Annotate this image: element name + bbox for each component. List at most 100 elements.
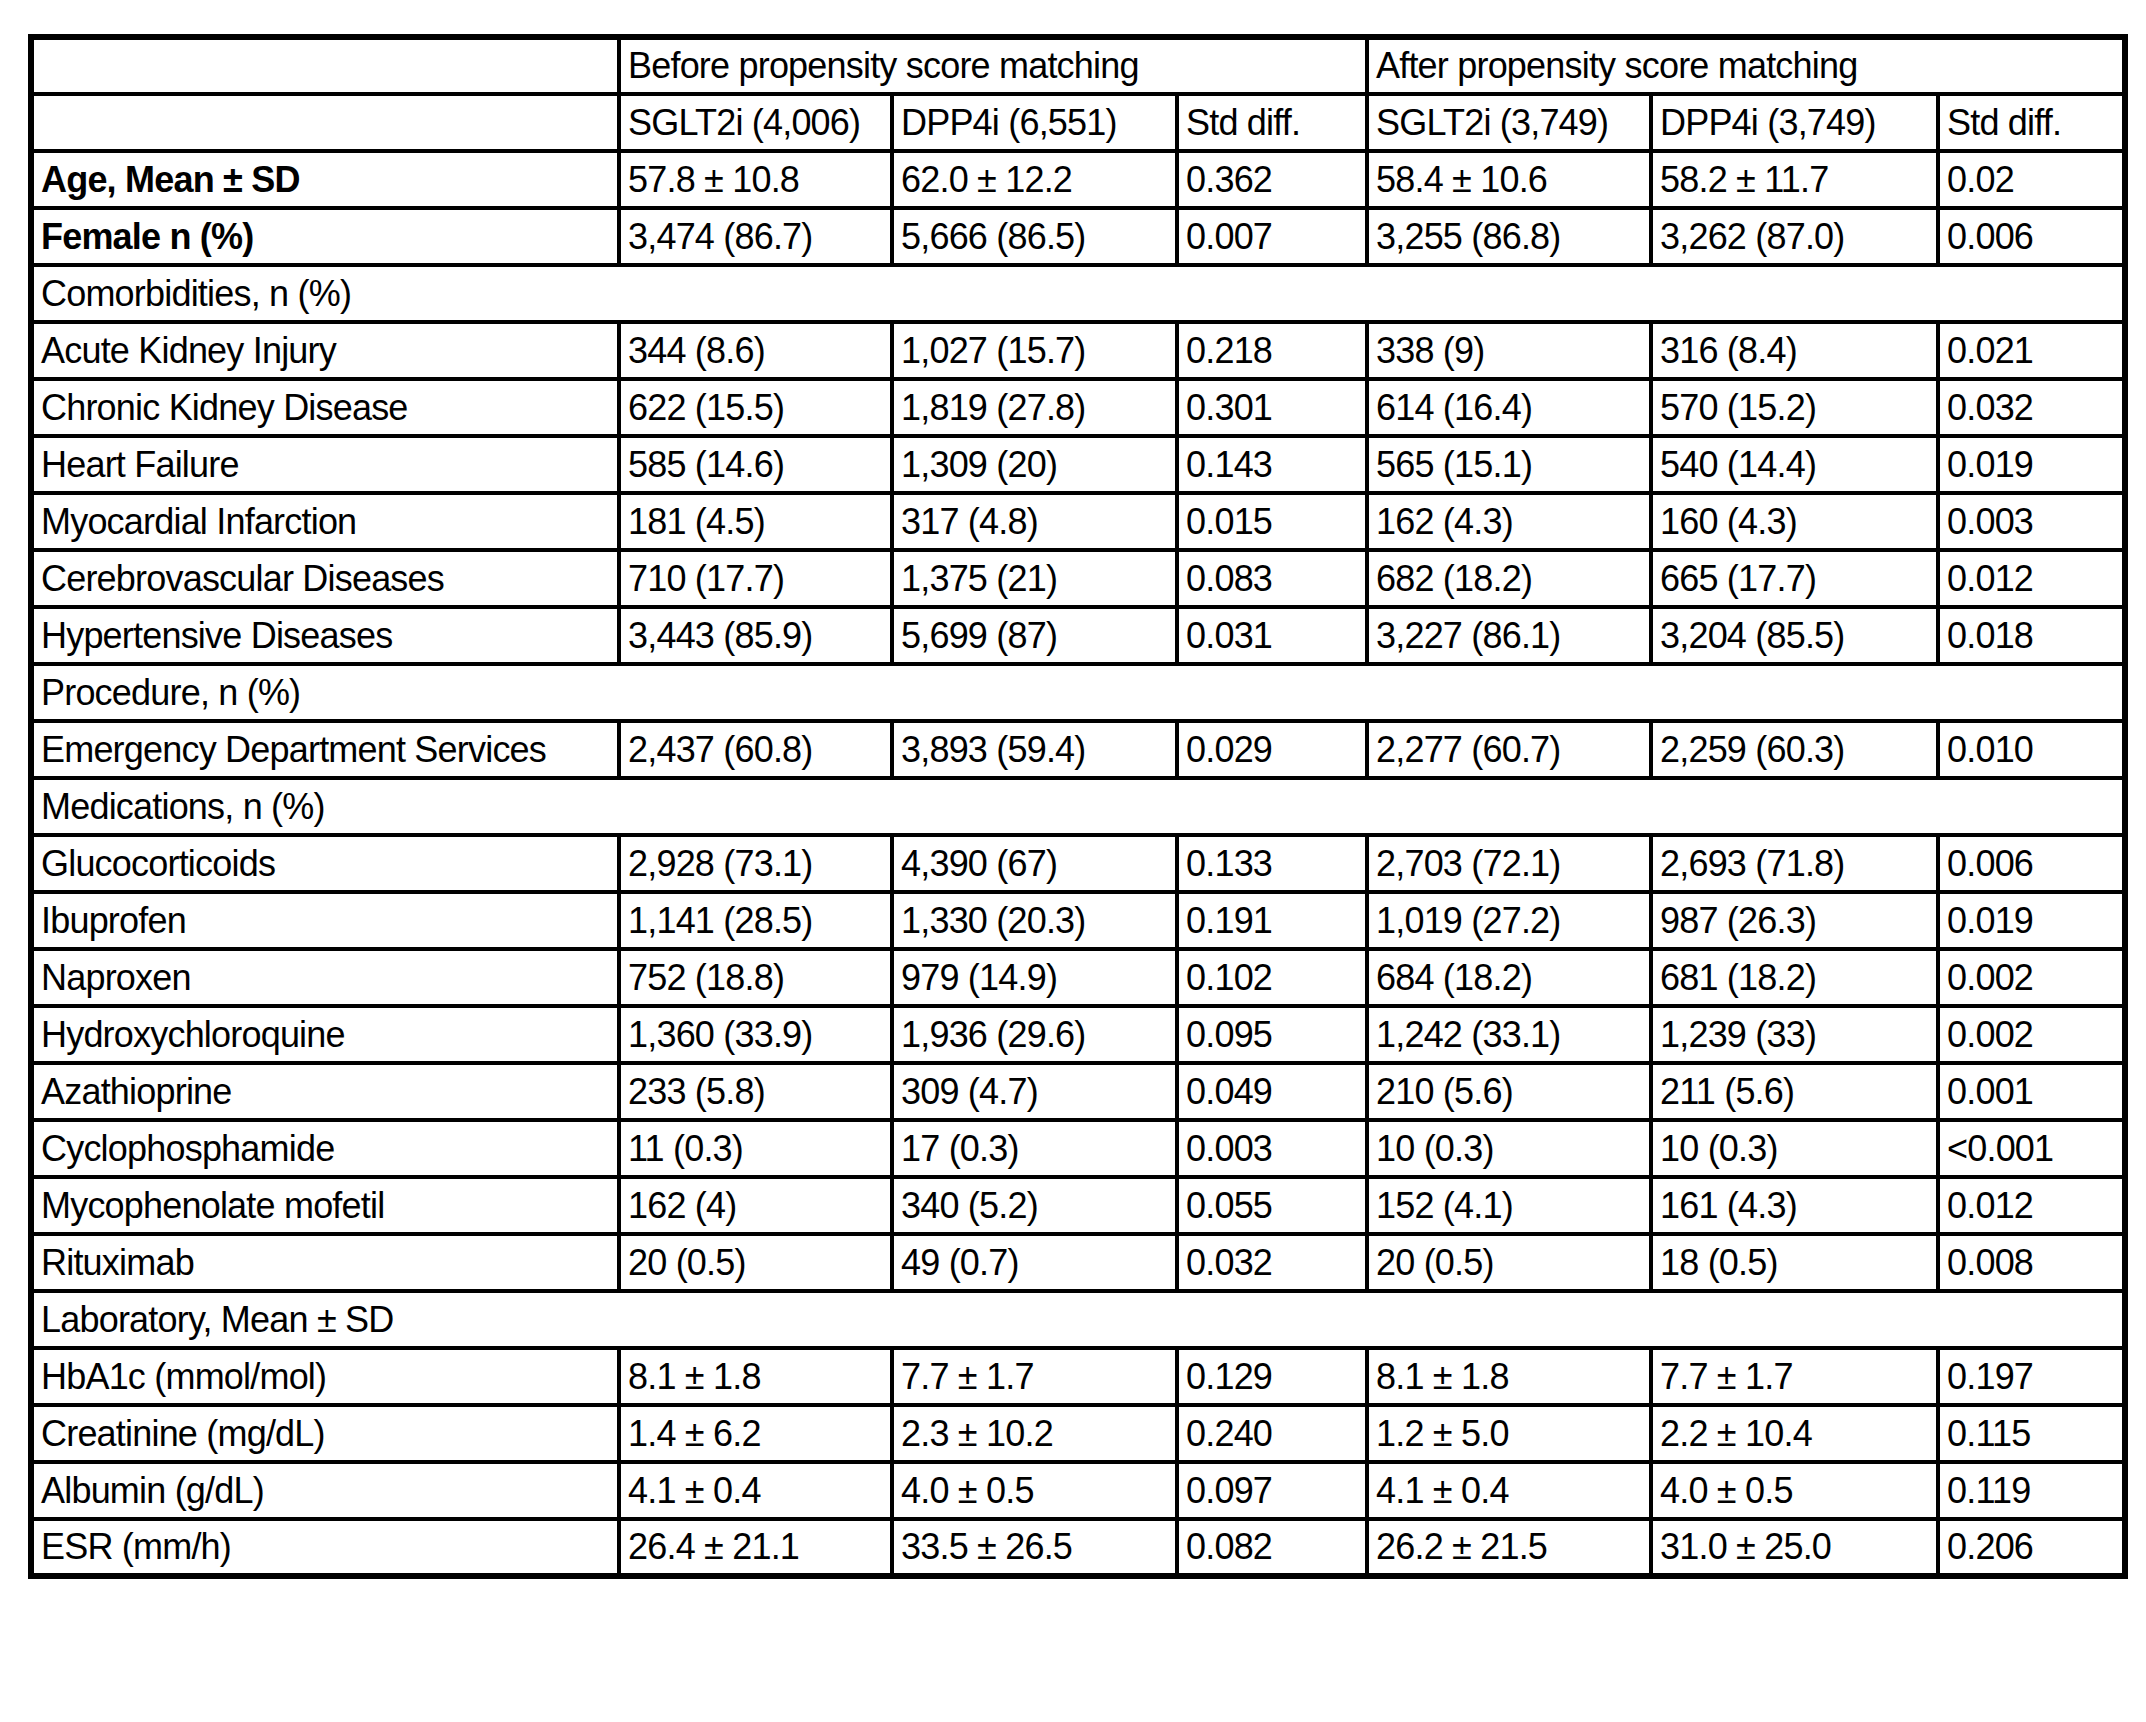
cell-value: 979 (14.9) [892, 949, 1177, 1006]
table-body: Age, Mean ± SD57.8 ± 10.862.0 ± 12.20.36… [31, 151, 2125, 1576]
cell-value: 316 (8.4) [1651, 322, 1938, 379]
cell-value: 540 (14.4) [1651, 436, 1938, 493]
row-label: Creatinine (mg/dL) [31, 1405, 619, 1462]
data-row: Mycophenolate mofetil162 (4)340 (5.2)0.0… [31, 1177, 2125, 1234]
cell-value: 211 (5.6) [1651, 1063, 1938, 1120]
cell-value: 26.2 ± 21.5 [1367, 1519, 1651, 1576]
cell-value: 0.115 [1938, 1405, 2125, 1462]
cell-value: 1,375 (21) [892, 550, 1177, 607]
cell-value: 160 (4.3) [1651, 493, 1938, 550]
data-row: Albumin (g/dL)4.1 ± 0.44.0 ± 0.50.0974.1… [31, 1462, 2125, 1519]
cell-value: 33.5 ± 26.5 [892, 1519, 1177, 1576]
cell-value: 0.031 [1177, 607, 1367, 664]
cell-value: 49 (0.7) [892, 1234, 1177, 1291]
cell-value: 7.7 ± 1.7 [892, 1348, 1177, 1405]
cell-value: 1,239 (33) [1651, 1006, 1938, 1063]
cell-value: 0.003 [1177, 1120, 1367, 1177]
cell-value: 4.1 ± 0.4 [619, 1462, 892, 1519]
cell-value: 161 (4.3) [1651, 1177, 1938, 1234]
cell-value: 5,666 (86.5) [892, 208, 1177, 265]
cell-value: 0.191 [1177, 892, 1367, 949]
data-row: Chronic Kidney Disease622 (15.5)1,819 (2… [31, 379, 2125, 436]
cell-value: 0.007 [1177, 208, 1367, 265]
group-header-before: Before propensity score matching [619, 37, 1367, 94]
group-header-row: Before propensity score matching After p… [31, 37, 2125, 94]
cell-value: 1.4 ± 6.2 [619, 1405, 892, 1462]
cell-value: 622 (15.5) [619, 379, 892, 436]
data-row: Acute Kidney Injury344 (8.6)1,027 (15.7)… [31, 322, 2125, 379]
cell-value: 665 (17.7) [1651, 550, 1938, 607]
section-label: Medications, n (%) [31, 778, 2125, 835]
cell-value: 3,893 (59.4) [892, 721, 1177, 778]
row-label: Albumin (g/dL) [31, 1462, 619, 1519]
cell-value: 0.032 [1177, 1234, 1367, 1291]
cell-value: 210 (5.6) [1367, 1063, 1651, 1120]
cell-value: 4.0 ± 0.5 [892, 1462, 1177, 1519]
cell-value: 0.049 [1177, 1063, 1367, 1120]
cell-value: <0.001 [1938, 1120, 2125, 1177]
cell-value: 1,936 (29.6) [892, 1006, 1177, 1063]
section-row: Medications, n (%) [31, 778, 2125, 835]
cell-value: 58.4 ± 10.6 [1367, 151, 1651, 208]
column-header-stddiff-after: Std diff. [1938, 94, 2125, 151]
column-header-sglt2i-before: SGLT2i (4,006) [619, 94, 892, 151]
cell-value: 565 (15.1) [1367, 436, 1651, 493]
column-header-dpp4i-before: DPP4i (6,551) [892, 94, 1177, 151]
page: Before propensity score matching After p… [0, 0, 2146, 1722]
row-label: Myocardial Infarction [31, 493, 619, 550]
cell-value: 0.129 [1177, 1348, 1367, 1405]
data-row: Emergency Department Services2,437 (60.8… [31, 721, 2125, 778]
cell-value: 1.2 ± 5.0 [1367, 1405, 1651, 1462]
cell-value: 0.143 [1177, 436, 1367, 493]
row-label: Chronic Kidney Disease [31, 379, 619, 436]
column-header-stddiff-before: Std diff. [1177, 94, 1367, 151]
row-label: Cyclophosphamide [31, 1120, 619, 1177]
row-label: Female n (%) [31, 208, 619, 265]
section-label: Procedure, n (%) [31, 664, 2125, 721]
cell-value: 0.018 [1938, 607, 2125, 664]
data-row: Rituximab20 (0.5)49 (0.7)0.03220 (0.5)18… [31, 1234, 2125, 1291]
data-row: Female n (%)3,474 (86.7)5,666 (86.5)0.00… [31, 208, 2125, 265]
section-row: Comorbidities, n (%) [31, 265, 2125, 322]
column-header-dpp4i-after: DPP4i (3,749) [1651, 94, 1938, 151]
cell-value: 0.021 [1938, 322, 2125, 379]
cell-value: 152 (4.1) [1367, 1177, 1651, 1234]
cell-value: 0.012 [1938, 1177, 2125, 1234]
cell-value: 0.001 [1938, 1063, 2125, 1120]
cell-value: 752 (18.8) [619, 949, 892, 1006]
data-row: Ibuprofen1,141 (28.5)1,330 (20.3)0.1911,… [31, 892, 2125, 949]
row-label: Hypertensive Diseases [31, 607, 619, 664]
cell-value: 4.0 ± 0.5 [1651, 1462, 1938, 1519]
cell-value: 0.055 [1177, 1177, 1367, 1234]
cell-value: 4.1 ± 0.4 [1367, 1462, 1651, 1519]
cell-value: 0.240 [1177, 1405, 1367, 1462]
data-row: HbA1c (mmol/mol)8.1 ± 1.87.7 ± 1.70.1298… [31, 1348, 2125, 1405]
cell-value: 3,262 (87.0) [1651, 208, 1938, 265]
section-row: Laboratory, Mean ± SD [31, 1291, 2125, 1348]
cell-value: 5,699 (87) [892, 607, 1177, 664]
cell-value: 3,204 (85.5) [1651, 607, 1938, 664]
cell-value: 31.0 ± 25.0 [1651, 1519, 1938, 1576]
cell-value: 614 (16.4) [1367, 379, 1651, 436]
cell-value: 1,027 (15.7) [892, 322, 1177, 379]
row-label: Rituximab [31, 1234, 619, 1291]
cell-value: 585 (14.6) [619, 436, 892, 493]
cell-value: 0.008 [1938, 1234, 2125, 1291]
cell-value: 62.0 ± 12.2 [892, 151, 1177, 208]
cell-value: 340 (5.2) [892, 1177, 1177, 1234]
data-row: Heart Failure585 (14.6)1,309 (20)0.14356… [31, 436, 2125, 493]
cell-value: 0.102 [1177, 949, 1367, 1006]
cell-value: 162 (4.3) [1367, 493, 1651, 550]
cell-value: 317 (4.8) [892, 493, 1177, 550]
cell-value: 570 (15.2) [1651, 379, 1938, 436]
row-label: Azathioprine [31, 1063, 619, 1120]
row-label: Cerebrovascular Diseases [31, 550, 619, 607]
cell-value: 0.119 [1938, 1462, 2125, 1519]
cell-value: 0.133 [1177, 835, 1367, 892]
column-header-sglt2i-after: SGLT2i (3,749) [1367, 94, 1651, 151]
cell-value: 1,309 (20) [892, 436, 1177, 493]
data-row: Creatinine (mg/dL)1.4 ± 6.22.3 ± 10.20.2… [31, 1405, 2125, 1462]
cell-value: 1,242 (33.1) [1367, 1006, 1651, 1063]
cell-value: 7.7 ± 1.7 [1651, 1348, 1938, 1405]
cell-value: 0.02 [1938, 151, 2125, 208]
